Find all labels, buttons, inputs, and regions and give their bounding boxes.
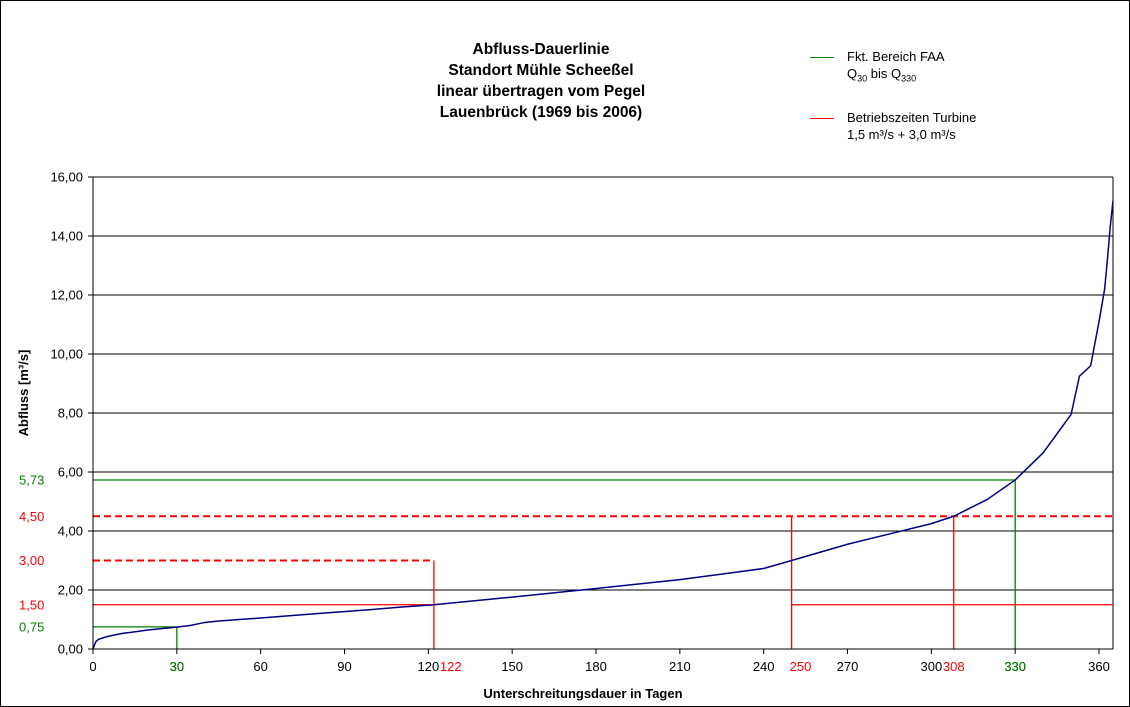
chart-title: Abfluss-Dauerlinie Standort Mühle Scheeß… xyxy=(381,39,701,123)
y-annotation-label: 5,73 xyxy=(19,472,44,487)
x-tick-label: 120 xyxy=(417,659,439,674)
legend-turbine-values: 1,5 m³/s + 3,0 m³/s xyxy=(847,127,956,142)
y-tick-label: 10,00 xyxy=(50,347,83,362)
series-line xyxy=(92,200,1114,650)
y-tick-label: 6,00 xyxy=(58,465,83,480)
x-annotation-label: 308 xyxy=(943,659,965,674)
title-line-1: Abfluss-Dauerlinie xyxy=(472,41,610,58)
legend-faa-label: Fkt. Bereich FAA xyxy=(847,49,945,64)
x-annotation-label: 30 xyxy=(170,659,184,674)
y-annotation-label: 4,50 xyxy=(19,509,44,524)
x-tick-label: 330 xyxy=(1004,659,1026,674)
y-tick-label: 4,00 xyxy=(58,524,83,539)
x-tick-label: 210 xyxy=(669,659,691,674)
x-tick-label: 0 xyxy=(89,659,96,674)
x-tick-label: 180 xyxy=(585,659,607,674)
legend-entry-faa: Fkt. Bereich FAA Q30 bis Q330 xyxy=(810,48,1010,88)
legend-turbine-label: Betriebszeiten Turbine xyxy=(847,110,977,125)
x-annotation-label: 330 xyxy=(1004,659,1026,674)
x-tick-label: 270 xyxy=(837,659,859,674)
x-tick-label: 240 xyxy=(753,659,775,674)
y-tick-label: 8,00 xyxy=(58,406,83,421)
x-tick-label: 360 xyxy=(1088,659,1110,674)
legend-swatch-red xyxy=(810,118,834,119)
y-annotation-label: 1,50 xyxy=(19,597,44,612)
y-tick-label: 16,00 xyxy=(50,170,83,185)
y-axis-title: Abfluss [m³/s] xyxy=(16,350,31,437)
title-line-2: Standort Mühle Scheeßel xyxy=(448,62,634,79)
y-tick-label: 0,00 xyxy=(58,642,83,657)
y-tick-label: 2,00 xyxy=(58,583,83,598)
y-tick-label: 12,00 xyxy=(50,288,83,303)
title-line-4: Lauenbrück (1969 bis 2006) xyxy=(439,104,643,121)
legend-faa-range: Q30 bis Q330 xyxy=(847,66,917,84)
y-annotation-label: 0,75 xyxy=(19,619,44,634)
x-tick-label: 90 xyxy=(337,659,351,674)
x-annotation-label: 122 xyxy=(440,659,462,674)
x-tick-label: 150 xyxy=(501,659,523,674)
title-line-3: linear übertragen vom Pegel xyxy=(436,83,646,100)
y-annotation-label: 3,00 xyxy=(19,553,44,568)
legend-entry-turbine: Betriebszeiten Turbine 1,5 m³/s + 3,0 m³… xyxy=(810,109,1030,149)
y-tick-label: 14,00 xyxy=(50,229,83,244)
x-annotation-label: 250 xyxy=(790,659,812,674)
x-tick-label: 60 xyxy=(253,659,267,674)
x-tick-label: 30 xyxy=(170,659,184,674)
legend-swatch-green xyxy=(810,57,834,58)
x-axis-title: Unterschreitungsdauer in Tagen xyxy=(483,686,682,701)
x-tick-label: 300 xyxy=(921,659,943,674)
